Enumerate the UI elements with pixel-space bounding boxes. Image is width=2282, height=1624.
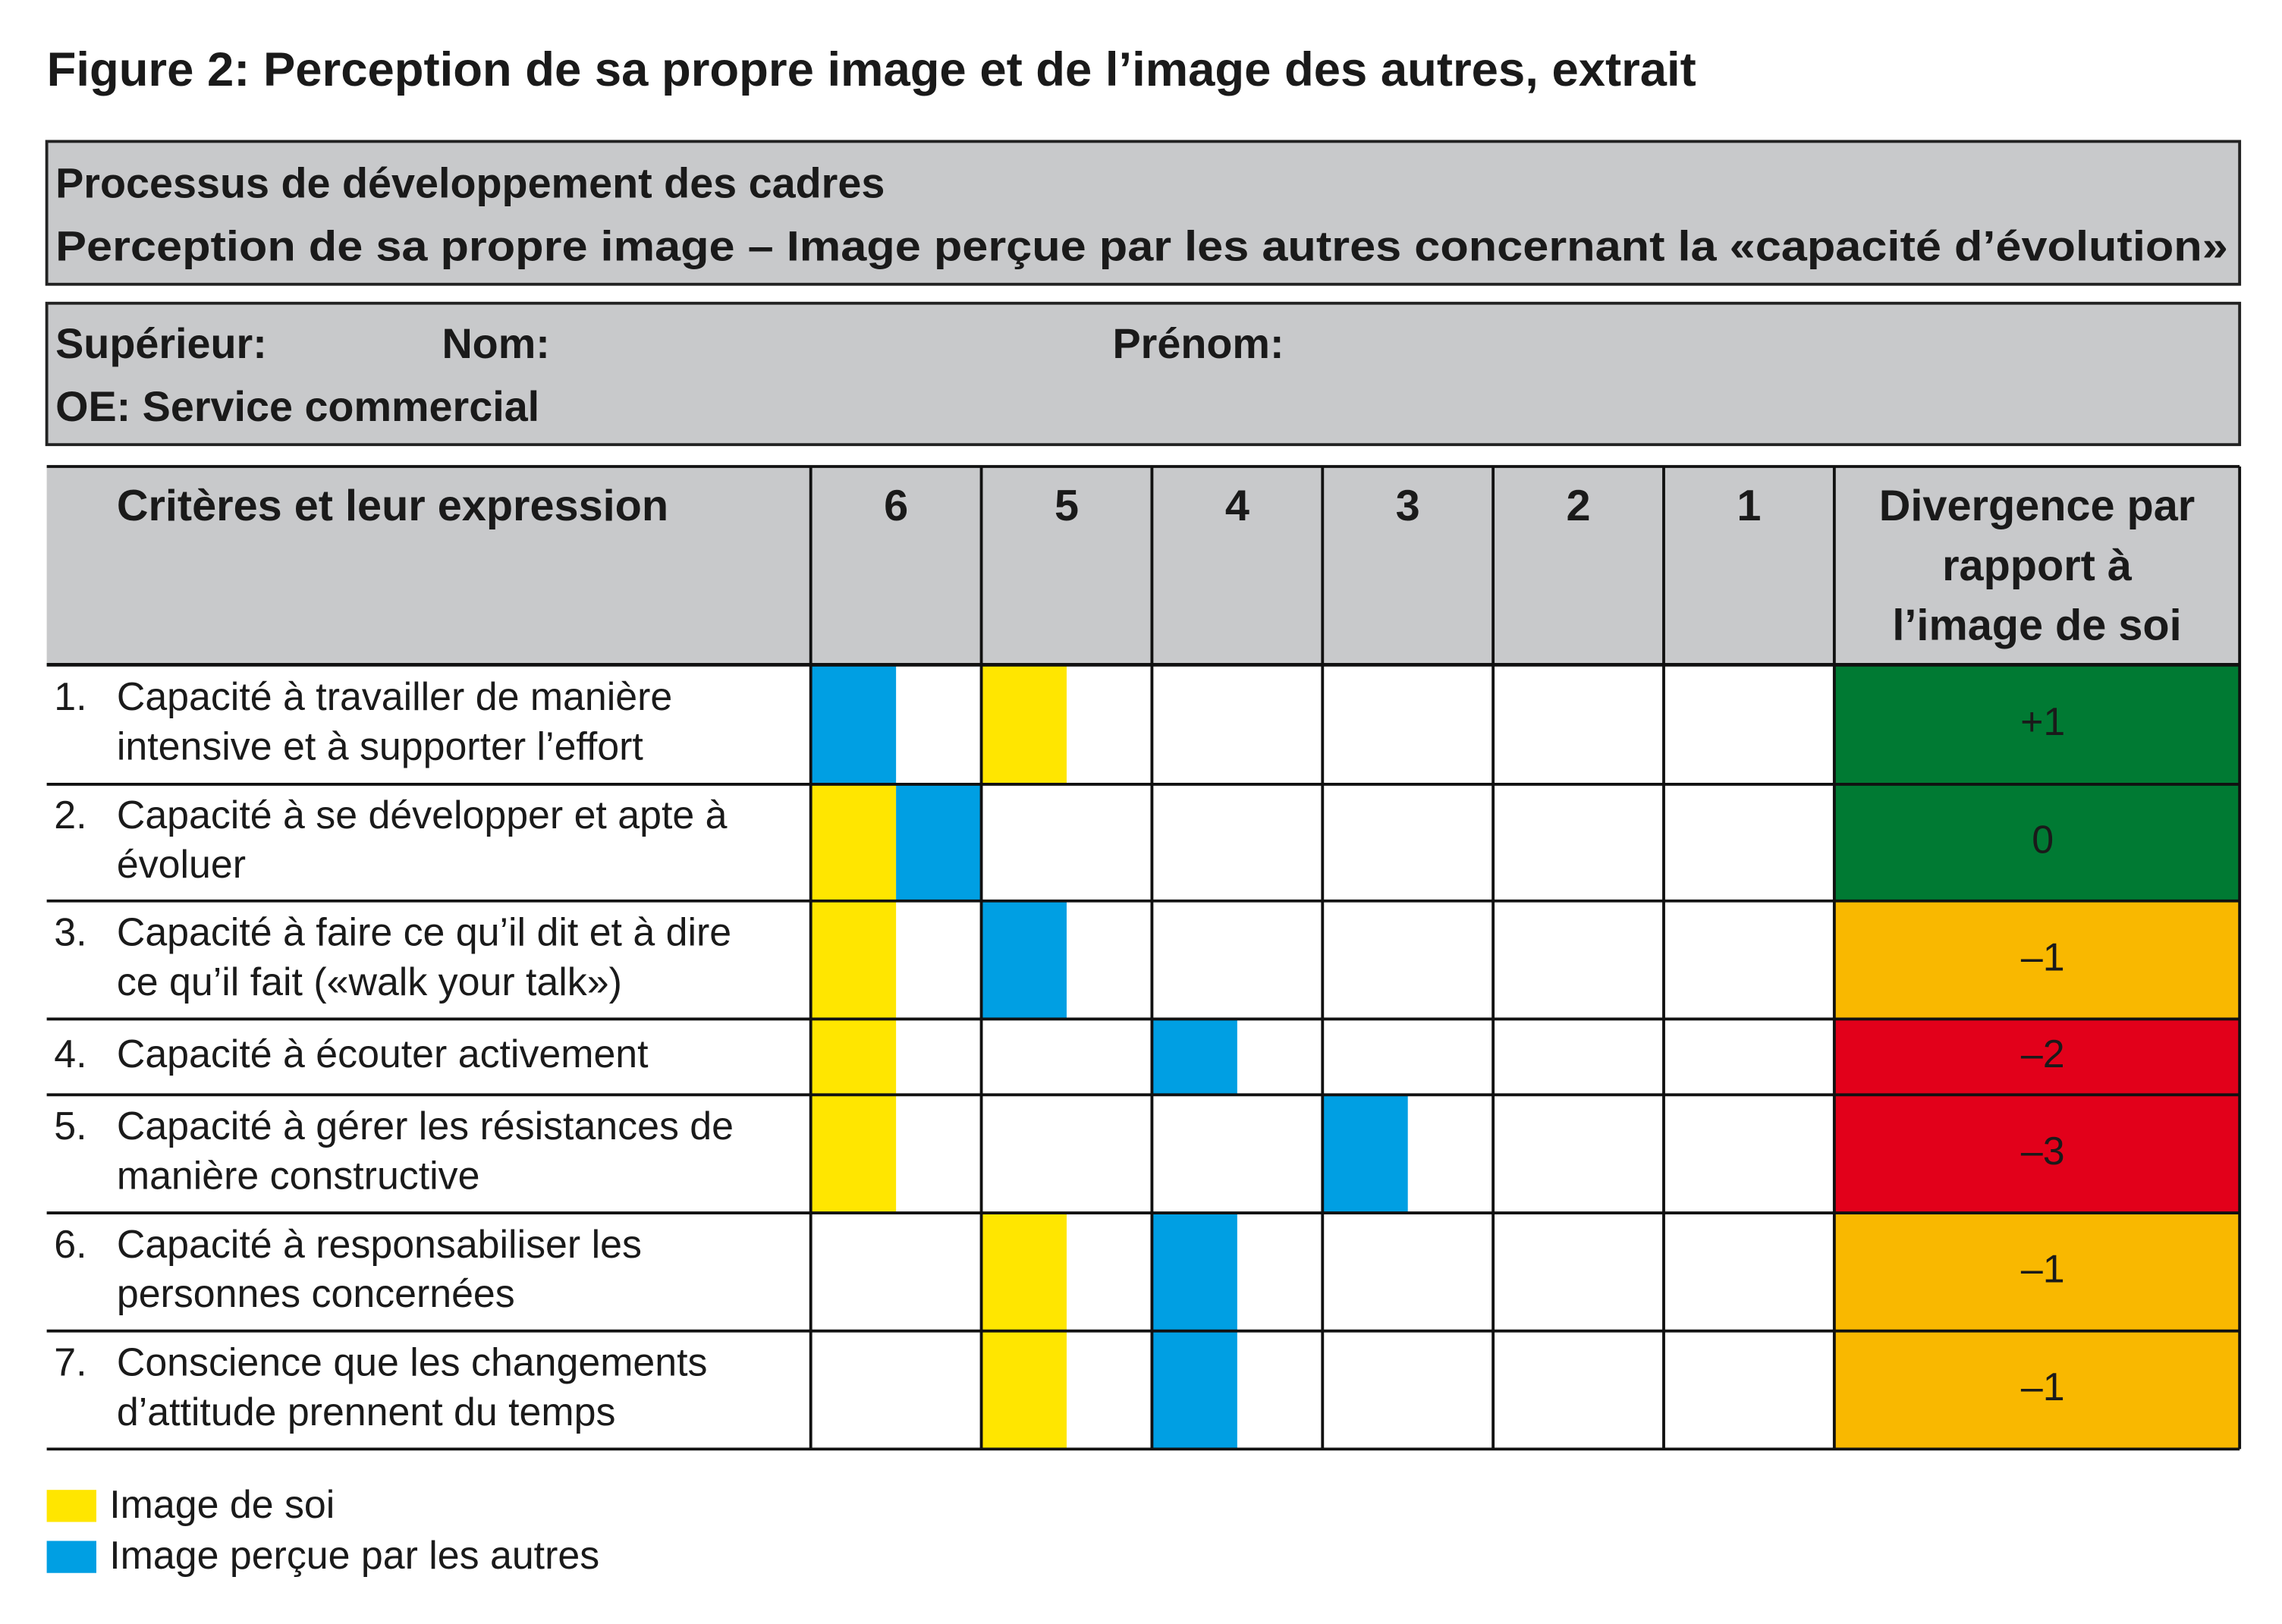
criterion-text: Capacité à responsabiliser les: [117, 1222, 642, 1266]
others-image-mark: [1152, 1019, 1237, 1095]
divergence-value: +1: [2020, 699, 2065, 743]
divergence-header: rapport à: [1942, 542, 2133, 590]
divergence-value: –1: [2021, 935, 2065, 978]
divergence-header: Divergence par: [1879, 482, 2196, 530]
criterion-text: évoluer: [117, 842, 246, 886]
divergence-cell: [1834, 1019, 2240, 1095]
row-number: 5.: [54, 1104, 86, 1148]
info-name: Nom:: [442, 320, 549, 367]
others-image-mark: [981, 900, 1067, 1019]
criterion-text: ce qu’il fait («walk your talk»): [117, 960, 622, 1004]
divergence-cell: [1834, 664, 2240, 784]
divergence-value: –2: [2021, 1032, 2065, 1076]
row-number: 7.: [54, 1340, 86, 1384]
legend-swatch: [46, 1541, 96, 1573]
self-image-mark: [981, 1330, 1067, 1450]
scale-label: 2: [1567, 482, 1591, 530]
info-first-name: Prénom:: [1113, 320, 1284, 367]
criterion-text: d’attitude prennent du temps: [117, 1390, 616, 1434]
divergence-value: –1: [2021, 1365, 2065, 1409]
header-line: Perception de sa propre image – Image pe…: [55, 222, 2228, 269]
row-number: 6.: [54, 1222, 86, 1266]
row-number: 1.: [54, 674, 86, 718]
criteria-header: Critères et leur expression: [117, 482, 668, 530]
divergence-cell: [1834, 784, 2240, 901]
table: 6 5 4 3 2 1 Divergence par rapport à l’image de …: [46, 465, 2242, 1577]
self-image-mark: [981, 1213, 1067, 1331]
header-box: [45, 140, 2242, 286]
divergence-header: l’image de soi: [1892, 602, 2181, 650]
criterion-text: Capacité à se développer et apte à: [117, 793, 728, 837]
divergence-cell: [1834, 1213, 2240, 1331]
scale-label: 5: [1055, 482, 1079, 530]
criterion-text: Conscience que les changements: [117, 1340, 708, 1384]
legend-label: Image de soi: [109, 1482, 335, 1526]
self-image-mark: [810, 1095, 897, 1214]
criterion-text: intensive et à supporter l’effort: [117, 724, 644, 768]
divergence-cell: [1834, 900, 2240, 1019]
divergence-value: –3: [2021, 1129, 2065, 1173]
scale-label: 1: [1737, 482, 1761, 530]
others-image-mark: [896, 784, 982, 901]
criterion-text: manière constructive: [117, 1154, 480, 1198]
info-box: [45, 301, 2242, 447]
scale-label: 4: [1225, 482, 1249, 530]
criterion-text: Capacité à écouter activement: [117, 1032, 649, 1076]
table-header: [46, 466, 2240, 665]
divergence-value: 0: [2032, 818, 2054, 862]
info-unit: OE: Service commercial: [55, 383, 539, 430]
others-image-mark: [1152, 1330, 1237, 1450]
criterion-text: Capacité à faire ce qu’il dit et à dire: [117, 910, 731, 954]
self-image-mark: [810, 900, 897, 1019]
row-number: 2.: [54, 793, 86, 837]
criterion-text: Capacité à travailler de manière: [117, 674, 672, 718]
scale-label: 6: [884, 482, 908, 530]
others-image-mark: [1152, 1213, 1237, 1331]
self-image-mark: [810, 1019, 897, 1095]
self-image-mark: [810, 784, 897, 901]
criterion-text: Capacité à gérer les résistances de: [117, 1104, 734, 1148]
others-image-mark: [1322, 1095, 1408, 1214]
info-superior: Supérieur:: [55, 320, 267, 367]
self-image-mark: [981, 664, 1067, 784]
criterion-text: personnes concernées: [117, 1271, 515, 1315]
row-number: 4.: [54, 1032, 86, 1076]
scale-label: 3: [1396, 482, 1420, 530]
others-image-mark: [810, 664, 897, 784]
header-line: Processus de développement des cadres: [55, 160, 885, 207]
row-number: 3.: [54, 910, 86, 954]
divergence-cell: [1834, 1095, 2240, 1214]
divergence-cell: [1834, 1330, 2240, 1450]
legend-label: Image perçue par les autres: [109, 1533, 599, 1577]
divergence-value: –1: [2021, 1247, 2065, 1291]
legend-swatch: [46, 1490, 96, 1522]
figure-title: Figure 2: Perception de sa propre image …: [47, 43, 1696, 96]
